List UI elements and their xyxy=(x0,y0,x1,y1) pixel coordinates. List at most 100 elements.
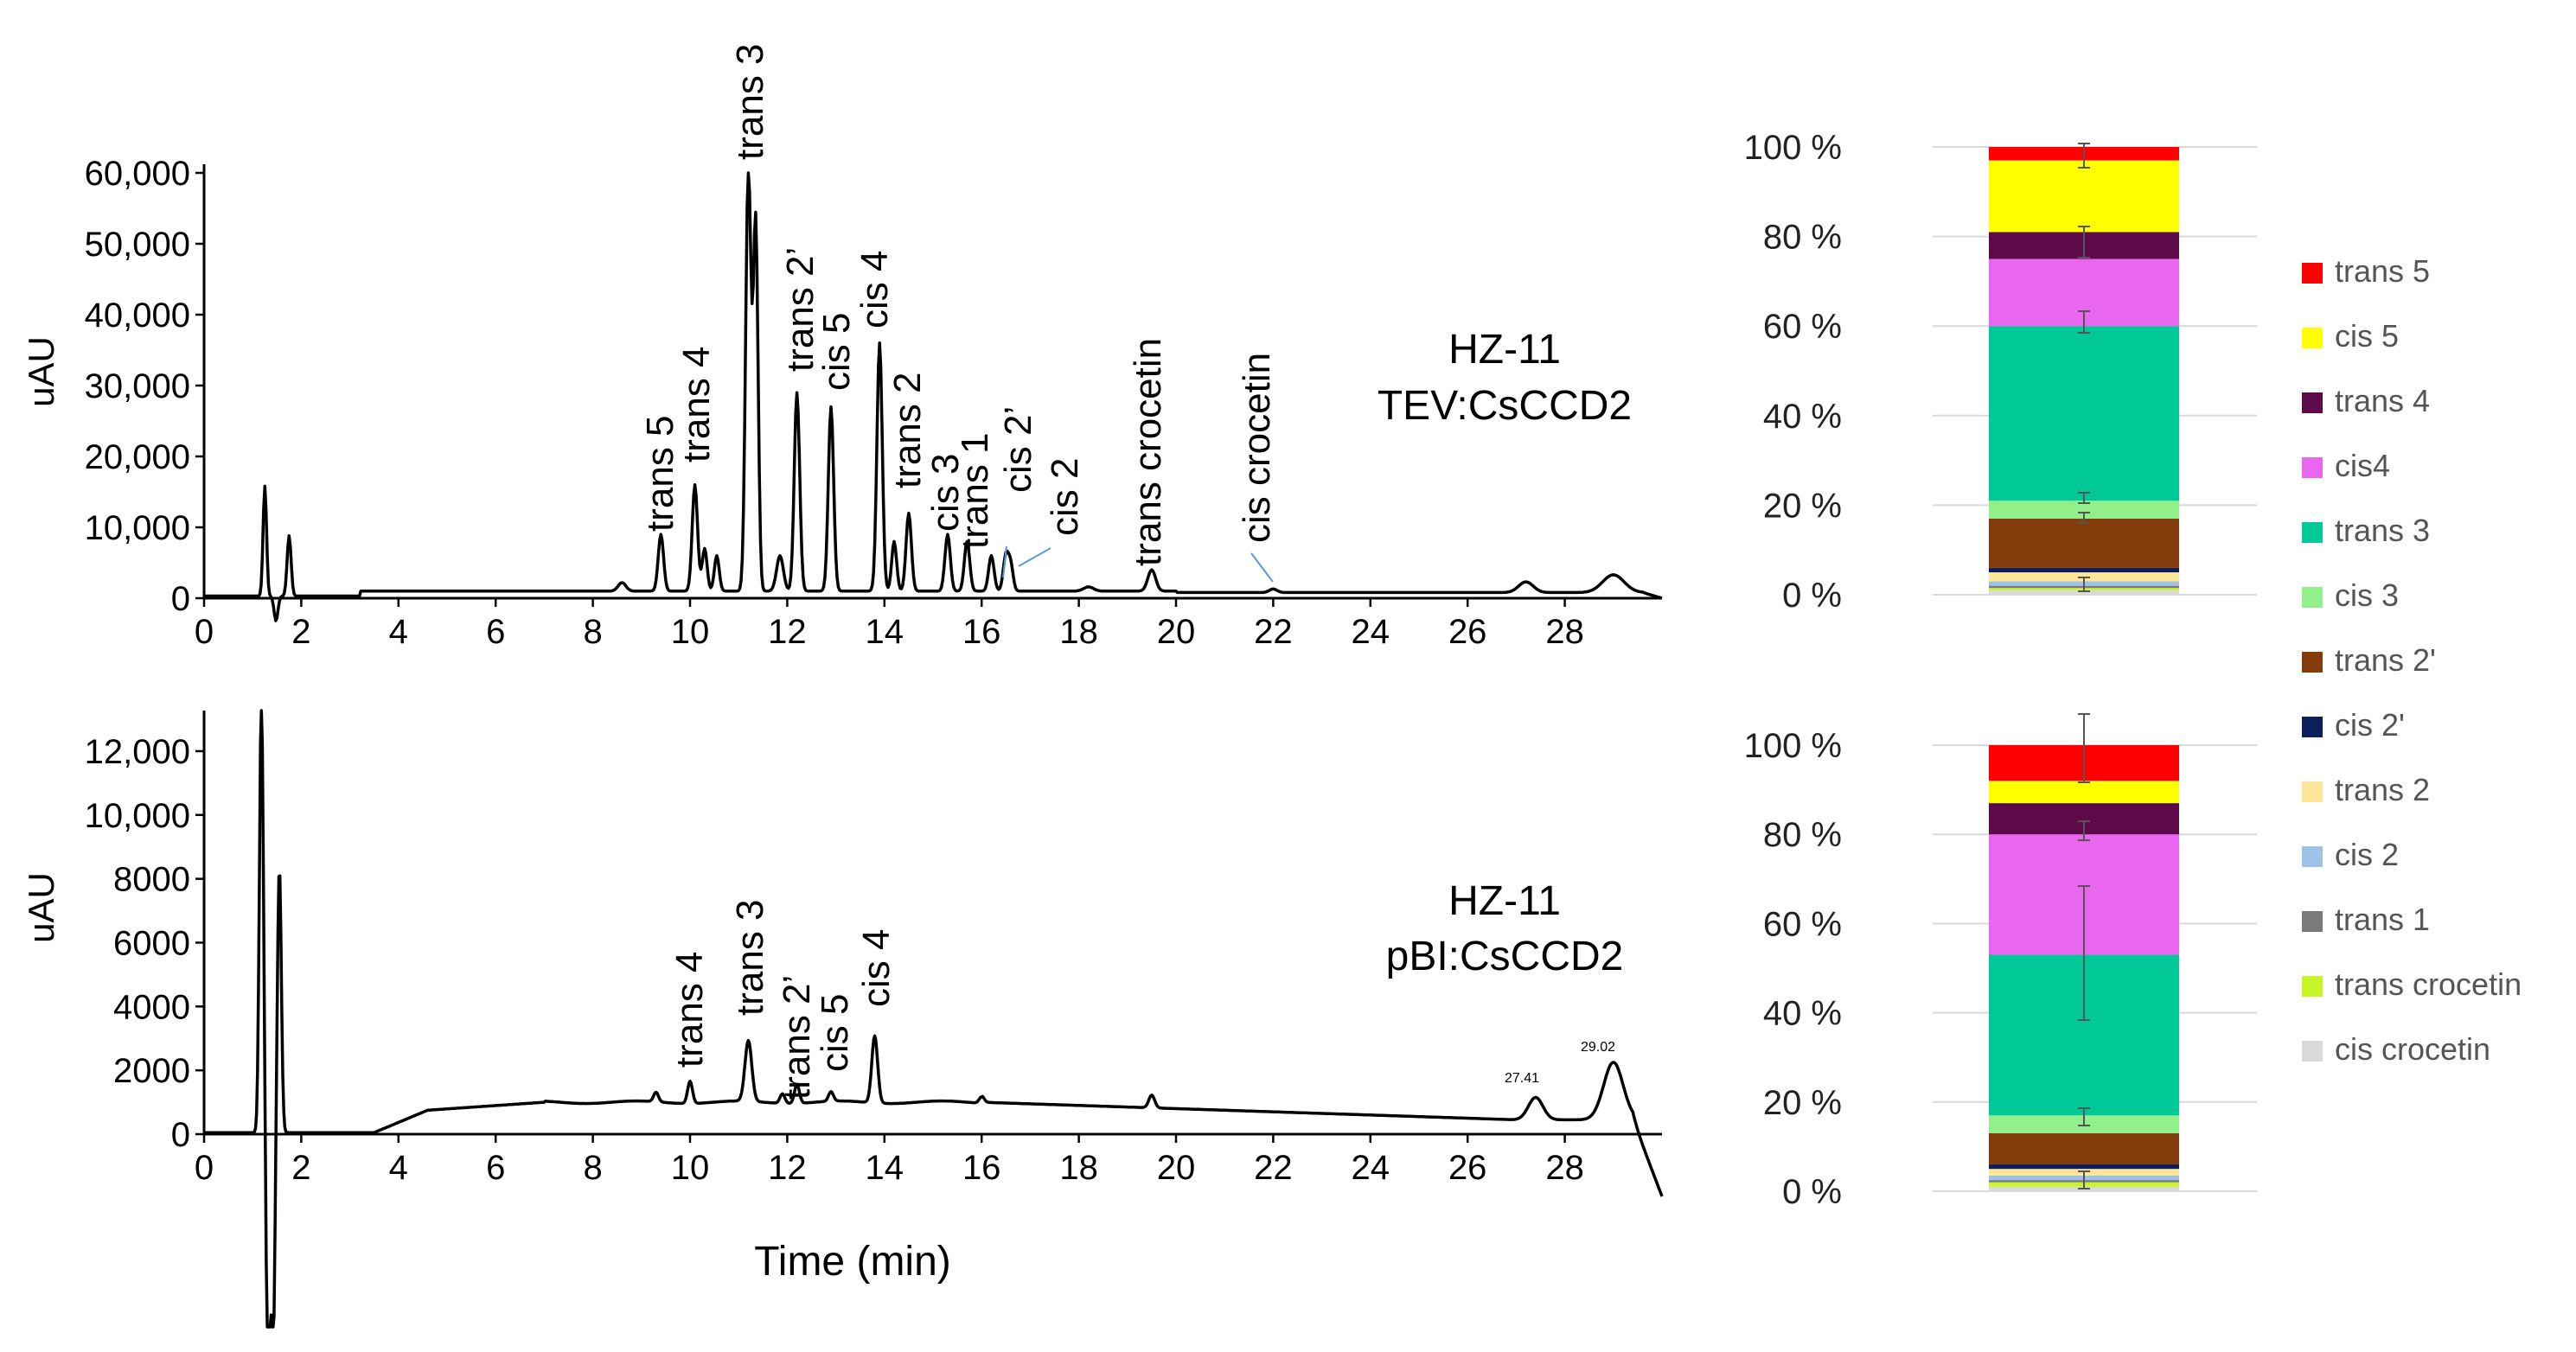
y-tick-label: 0 % xyxy=(1782,577,1842,615)
sample-name: HZ-11 xyxy=(1448,878,1561,924)
leader-line xyxy=(1018,547,1051,567)
x-tick-label: 14 xyxy=(866,1149,904,1187)
legend-label: cis 2' xyxy=(2335,707,2405,743)
x-tick-label: 28 xyxy=(1545,1149,1584,1187)
legend-label: trans 2 xyxy=(2335,772,2430,807)
leader-line xyxy=(1250,552,1274,583)
legend-label: cis 2 xyxy=(2335,837,2399,872)
legend-swatch xyxy=(2302,1041,2323,1062)
sample-name: HZ-11 xyxy=(1448,327,1561,373)
peak-label-trans-4: trans 4 xyxy=(668,951,711,1068)
x-tick-label: 24 xyxy=(1352,613,1390,651)
y-tick-label: 80 % xyxy=(1763,219,1842,257)
x-tick-label: 22 xyxy=(1254,1149,1293,1187)
legend-swatch xyxy=(2302,652,2323,673)
x-tick-label: 12 xyxy=(768,613,807,651)
sample-construct: pBI:CsCCD2 xyxy=(1386,934,1624,979)
bottom-stacked-bar-chart: 0 % 20 % 40 % 60 % 80 % 100 % xyxy=(1744,713,2257,1211)
x-tick-label: 16 xyxy=(962,613,1001,651)
x-tick-label: 6 xyxy=(486,1149,505,1187)
y-tick-label: 0 xyxy=(171,1116,190,1154)
y-tick-label: 10,000 xyxy=(85,509,190,547)
legend-label: trans 4 xyxy=(2335,383,2430,418)
y-tick-label: 0 xyxy=(171,580,190,618)
x-tick-label: 8 xyxy=(583,1149,602,1187)
legend-swatch xyxy=(2302,457,2323,478)
legend-label: cis 3 xyxy=(2335,577,2399,613)
x-tick-label: 6 xyxy=(486,613,505,651)
y-tick-label: 12,000 xyxy=(85,733,190,771)
x-tick-label: 4 xyxy=(389,613,408,651)
y-tick-label: 6000 xyxy=(113,924,190,962)
y-tick-label: 60 % xyxy=(1763,308,1842,346)
x-tick-label: 10 xyxy=(671,1149,710,1187)
bar-segment-trans-3 xyxy=(1989,326,2179,501)
legend-swatch xyxy=(2302,392,2323,413)
x-tick-label: 16 xyxy=(962,1149,1001,1187)
legend-swatch xyxy=(2302,846,2323,867)
sample-construct: TEV:CsCCD2 xyxy=(1377,383,1632,429)
peak-label-trans-4: trans 4 xyxy=(675,346,718,462)
peak-labels: trans 4 trans 3 trans 2’ cis 5 cis 4 xyxy=(668,899,898,1100)
y-tick-label: 30,000 xyxy=(85,367,190,405)
chromatogram-trace xyxy=(203,171,1663,622)
bar-segment-cis-5 xyxy=(1989,781,2179,804)
peak-label-trans-3: trans 3 xyxy=(729,899,771,1016)
y-tick-label: 4000 xyxy=(113,988,190,1026)
bar-segment-cis-crocetin xyxy=(1989,590,2179,595)
bar-segment-cis-5 xyxy=(1989,160,2179,233)
y-tick-label: 60 % xyxy=(1763,905,1842,943)
legend-label: trans crocetin xyxy=(2335,966,2522,1002)
y-tick-label: 40 % xyxy=(1763,995,1842,1033)
bar-segment-trans-2- xyxy=(1989,1132,2179,1165)
x-tick-label: 18 xyxy=(1059,1149,1098,1187)
y-tick-label: 40,000 xyxy=(85,297,190,335)
bar-segment-cis-2- xyxy=(1989,567,2179,573)
legend-label: trans 5 xyxy=(2335,253,2430,289)
y-tick-label: 20 % xyxy=(1763,1084,1842,1122)
y-tick-label: 100 % xyxy=(1744,129,1842,167)
x-tick-label: 18 xyxy=(1059,613,1098,651)
peak-label-trans-2: trans 2 xyxy=(886,372,929,488)
peak-annotation: 27.41 xyxy=(1505,1071,1539,1086)
legend-swatch xyxy=(2302,976,2323,997)
leader-line xyxy=(1002,545,1007,578)
x-tick-label: 10 xyxy=(671,613,710,651)
x-tick-label: 2 xyxy=(291,613,310,651)
peak-label-cis-4: cis 4 xyxy=(855,929,898,1007)
legend-swatch xyxy=(2302,781,2323,802)
x-tick-label: 20 xyxy=(1157,1149,1196,1187)
x-ticks: 0 2 4 6 8 10 12 14 16 18 20 22 24 26 28 xyxy=(195,598,1584,651)
y-tick-label: 50,000 xyxy=(85,226,190,264)
peak-label-cis-4: cis 4 xyxy=(853,251,896,328)
peak-label-cis-crocetin: cis crocetin xyxy=(1236,353,1278,543)
y-tick-label: 2000 xyxy=(113,1052,190,1090)
x-tick-label: 12 xyxy=(768,1149,807,1187)
y-tick-label: 10,000 xyxy=(85,797,190,835)
peak-label-cis-5: cis 5 xyxy=(815,313,858,391)
y-tick-label: 0 % xyxy=(1782,1173,1842,1211)
legend-swatch xyxy=(2302,587,2323,608)
y-tick-label: 100 % xyxy=(1744,727,1842,765)
x-tick-label: 2 xyxy=(291,1149,310,1187)
peak-label-cis-5: cis 5 xyxy=(814,994,856,1072)
legend-label: cis4 xyxy=(2335,448,2390,483)
y-tick-label: 60,000 xyxy=(85,155,190,193)
y-tick-label: 8000 xyxy=(113,861,190,899)
y-axis-label: uAU xyxy=(21,336,61,407)
x-tick-label: 8 xyxy=(583,613,602,651)
peak-label-trans-1: trans 1 xyxy=(954,432,996,549)
peak-label-cis-2: cis 2 xyxy=(1044,458,1086,536)
peak-label-cis-2-prime: cis 2’ xyxy=(997,406,1039,493)
y-tick-label: 20,000 xyxy=(85,438,190,476)
peak-label-cis-3: cis 3 xyxy=(924,454,967,532)
legend-swatch xyxy=(2302,263,2323,284)
legend: trans 5 cis 5 trans 4 cis4 trans 3 cis 3 trans… xyxy=(2302,253,2522,1067)
chromatogram-trace xyxy=(203,709,1664,1329)
x-tick-label: 0 xyxy=(195,613,214,651)
peak-annotation: 29.02 xyxy=(1581,1040,1615,1055)
legend-label: trans 3 xyxy=(2335,513,2430,548)
y-tick-label: 80 % xyxy=(1763,816,1842,854)
x-tick-label: 26 xyxy=(1448,613,1487,651)
